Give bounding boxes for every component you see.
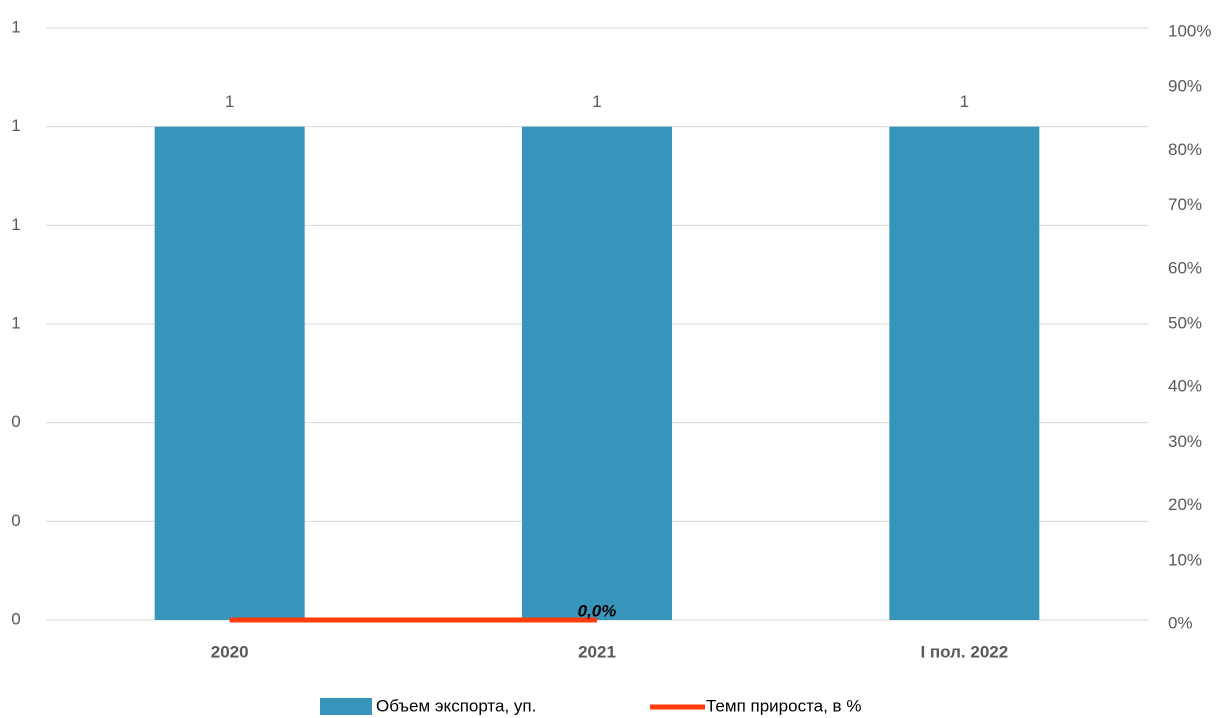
y-tick-label: 1: [11, 116, 20, 135]
y2-tick-label: 10%: [1168, 550, 1202, 569]
y2-tick-label: 80%: [1168, 140, 1202, 159]
x-tick-label: 2021: [578, 642, 616, 661]
y-tick-label: 1: [11, 17, 20, 36]
y2-tick-label: 70%: [1168, 195, 1202, 214]
y2-tick-label: 60%: [1168, 258, 1202, 277]
y2-tick-label: 40%: [1168, 377, 1202, 396]
y2-tick-label: 0%: [1168, 613, 1193, 632]
x-tick-label: 2020: [211, 642, 249, 661]
y-tick-label: 1: [11, 215, 20, 234]
y2-tick-label: 100%: [1168, 21, 1211, 40]
y2-tick-label: 30%: [1168, 432, 1202, 451]
y-tick-label: 1: [11, 313, 20, 332]
y2-tick-label: 20%: [1168, 495, 1202, 514]
bar-value-label: 1: [960, 92, 969, 111]
legend-label: Объем экспорта, уп.: [376, 696, 536, 715]
legend-label: Темп прироста, в %: [706, 696, 861, 715]
x-tick-label: I пол. 2022: [920, 642, 1008, 661]
line-value-label: 0,0%: [578, 601, 617, 620]
bar: [154, 126, 305, 621]
bar: [522, 126, 672, 621]
y-tick-label: 0: [11, 511, 20, 530]
y2-tick-label: 50%: [1168, 313, 1202, 332]
bar-value-label: 1: [225, 92, 234, 111]
y2-tick-label: 90%: [1168, 77, 1202, 96]
y-tick-label: 0: [11, 609, 20, 628]
legend-swatch: [320, 698, 372, 715]
y-tick-label: 0: [11, 412, 20, 431]
bar: [889, 126, 1040, 621]
bar-value-label: 1: [592, 92, 601, 111]
